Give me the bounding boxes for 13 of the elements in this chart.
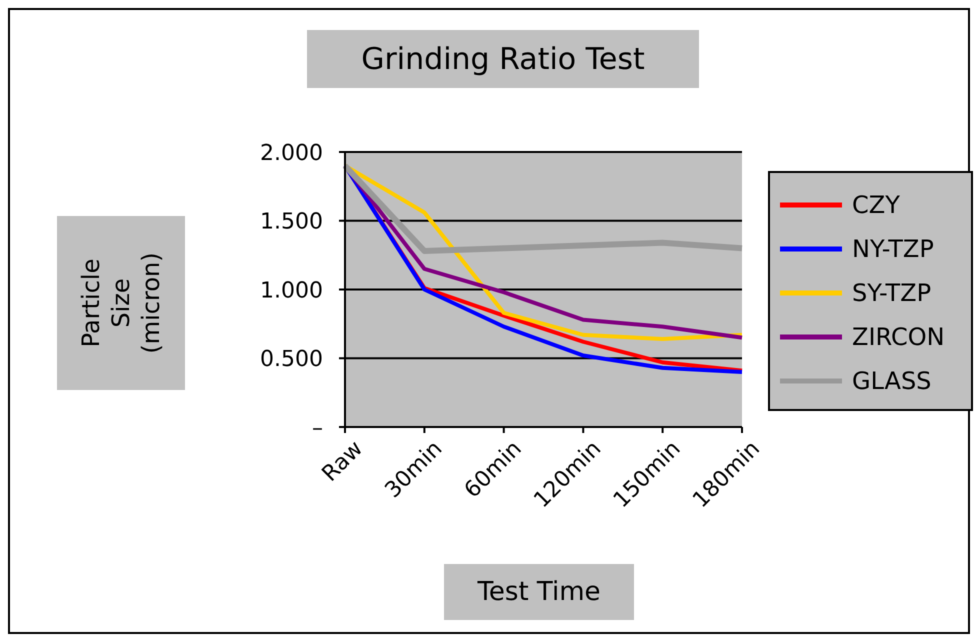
- legend-label: SY-TZP: [852, 279, 932, 307]
- y-axis-title: Particle Size (micron): [76, 251, 166, 356]
- y-tick-label: –: [312, 416, 323, 441]
- y-tick-label: 1.000: [260, 278, 323, 304]
- chart-title: Grinding Ratio Test: [307, 30, 699, 88]
- legend-label: GLASS: [852, 367, 932, 395]
- x-axis-title: Test Time: [444, 564, 634, 620]
- y-tick-label: 2.000: [260, 140, 323, 166]
- y-tick-label: 0.500: [260, 347, 323, 372]
- y-tick-label: 1.500: [260, 210, 323, 235]
- legend-label: CZY: [852, 191, 900, 219]
- legend-label: NY-TZP: [852, 235, 934, 263]
- legend-label: ZIRCON: [852, 323, 945, 351]
